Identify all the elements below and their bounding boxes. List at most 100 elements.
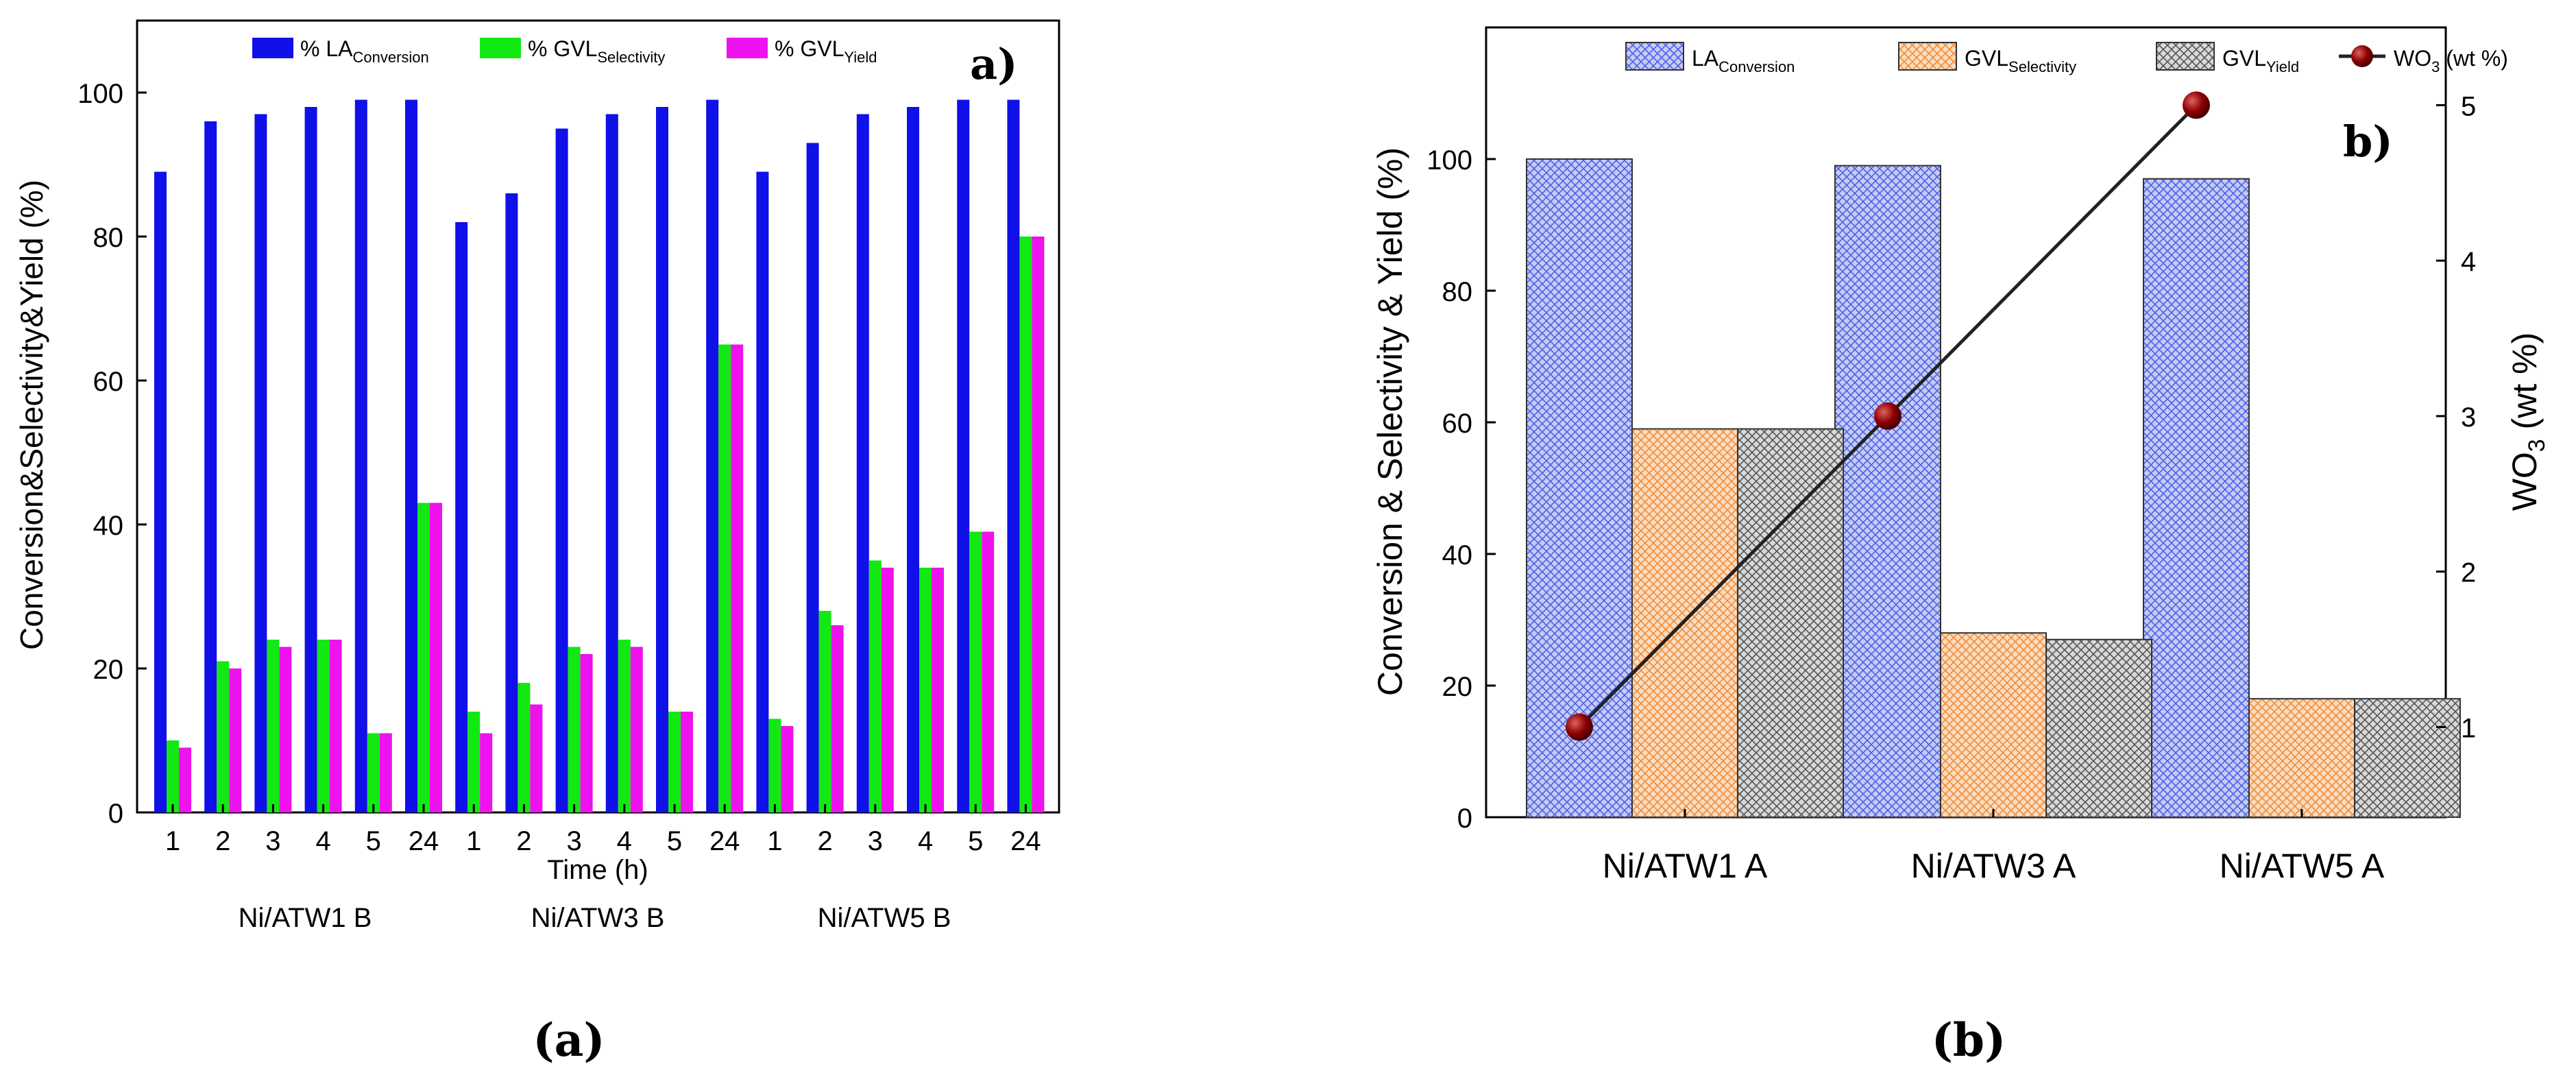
bar-a-gvl-selectivity-1 [167, 740, 179, 812]
x-tick-label-a-14: 2 [817, 826, 832, 856]
legend-swatch-b-gvl-yield [2156, 42, 2215, 71]
chart-b-y-axis: 0 20 40 60 80 100 [1426, 145, 1496, 834]
chart-a-x-axis-title: Time (h) [547, 855, 648, 885]
bar-a-gvl-yield-9 [580, 654, 593, 812]
bar-a-gvl-yield-16 [932, 568, 944, 812]
x-tick-label-a-15: 3 [868, 826, 883, 856]
chart-b-bars [1526, 158, 2461, 819]
bar-a-la-conversion-11 [656, 107, 668, 812]
bar-a-gvl-selectivity-4 [317, 640, 330, 812]
y2-tick-label-b-5: 5 [2461, 91, 2476, 121]
x-tick-label-a-3: 3 [265, 826, 280, 856]
y-tick-label-a-60: 60 [93, 367, 124, 397]
bar-a-la-conversion-5 [354, 99, 367, 812]
bar-a-la-conversion-8 [505, 193, 518, 812]
chart-b-y2-axis: 1 2 3 4 5 [2436, 91, 2476, 743]
group-label-a-1: Ni/ATW1 B [239, 903, 372, 933]
bar-b-gvl-yield-3 [2354, 698, 2461, 819]
chart-a-y-axis: 0 20 40 60 80 100 [77, 79, 147, 829]
chart-b-line [1566, 91, 2210, 741]
x-tick-label-a-18: 24 [1010, 826, 1041, 856]
x-tick-label-a-9: 3 [566, 826, 581, 856]
chart-a-x-axis: 1 2 3 4 5 24 1 2 3 4 5 24 1 2 3 4 5 24 [165, 804, 1041, 856]
chart-a-y-axis-title: Conversion&Selectivity&Yield (%) [14, 180, 49, 650]
chart-b-y2-axis-title: WO3 (wt %) [2505, 333, 2550, 511]
legend-label-a-gvl-yield: % GVLYield [775, 36, 877, 66]
bar-a-la-conversion-7 [455, 222, 468, 812]
legend-label-b-wo3: WO3 (wt %) [2394, 46, 2508, 75]
bar-a-gvl-selectivity-9 [568, 647, 581, 812]
bar-a-gvl-selectivity-3 [267, 640, 280, 812]
bar-a-gvl-selectivity-10 [618, 640, 631, 812]
bar-b-la-conversion-2 [1834, 165, 1941, 819]
chart-a-caption: (a) [533, 1013, 605, 1067]
y-tick-label-b-80: 80 [1442, 277, 1473, 307]
chart-b-y-axis-title: Conversion & Selectivity & Yield (%) [1371, 147, 1409, 696]
x-tick-label-a-13: 1 [767, 826, 782, 856]
legend-label-b-la-conversion: LAConversion [1692, 46, 1795, 75]
bar-b-gvl-selectivity-3 [2248, 698, 2355, 819]
y-tick-label-b-0: 0 [1457, 804, 1472, 834]
bar-a-gvl-yield-8 [530, 704, 543, 812]
bar-a-gvl-yield-15 [881, 568, 894, 812]
x-tick-label-a-6: 24 [409, 826, 439, 856]
chart-a-panel-tag: a) [970, 39, 1018, 89]
bar-a-gvl-yield-14 [831, 625, 844, 812]
bar-a-la-conversion-18 [1007, 99, 1020, 812]
x-tick-label-a-10: 4 [617, 826, 632, 856]
bar-a-la-conversion-1 [154, 171, 167, 812]
chart-b-caption: (b) [1932, 1013, 2006, 1067]
y-tick-label-a-0: 0 [108, 799, 123, 829]
bar-a-gvl-yield-17 [982, 531, 995, 812]
x-tick-label-a-8: 2 [516, 826, 531, 856]
chart-a-bars [154, 99, 1045, 812]
x-tick-label-a-16: 4 [918, 826, 933, 856]
y2-tick-label-b-2: 2 [2461, 558, 2476, 588]
bar-a-la-conversion-2 [204, 121, 217, 812]
wo3-point-1 [1566, 713, 1593, 741]
chart-a-group-labels: Ni/ATW1 B Ni/ATW3 B Ni/ATW5 B [239, 903, 951, 933]
bar-a-gvl-selectivity-5 [367, 733, 380, 812]
y2-tick-label-b-1: 1 [2461, 713, 2476, 743]
bar-a-la-conversion-16 [907, 107, 919, 812]
group-label-a-2: Ni/ATW3 B [531, 903, 665, 933]
bar-a-gvl-yield-10 [630, 647, 643, 812]
bar-a-gvl-selectivity-18 [1019, 237, 1032, 812]
group-label-a-3: Ni/ATW5 B [818, 903, 951, 933]
bar-a-gvl-selectivity-16 [919, 568, 932, 812]
bar-a-la-conversion-9 [555, 128, 568, 812]
chart-a-legend: % LAConversion % GVLSelectivity % GVLYield [252, 36, 877, 66]
y-tick-label-b-60: 60 [1442, 409, 1473, 439]
bar-a-la-conversion-17 [957, 99, 970, 812]
bar-b-la-conversion-1 [1526, 158, 1633, 818]
bar-a-la-conversion-6 [405, 99, 417, 812]
bar-a-la-conversion-10 [605, 114, 618, 812]
bar-a-la-conversion-12 [706, 99, 719, 812]
bar-a-la-conversion-15 [856, 114, 869, 812]
bar-a-gvl-selectivity-15 [868, 560, 882, 812]
bar-a-gvl-selectivity-8 [518, 683, 531, 812]
chart-b-x-axis: Ni/ATW1 A Ni/ATW3 A Ni/ATW5 A [1603, 809, 2385, 885]
bar-a-gvl-yield-5 [379, 733, 392, 812]
legend-swatch-a-gvl-yield [727, 38, 768, 58]
bar-a-gvl-selectivity-7 [467, 712, 481, 812]
x-tick-label-b-2: Ni/ATW3 A [1911, 847, 2076, 885]
y2-tick-label-b-3: 3 [2461, 402, 2476, 433]
bar-a-la-conversion-13 [756, 171, 769, 812]
bar-a-gvl-yield-13 [781, 726, 794, 812]
bar-a-gvl-yield-3 [279, 647, 292, 812]
bar-a-gvl-yield-18 [1032, 237, 1045, 812]
bar-b-gvl-yield-2 [2045, 638, 2152, 818]
bar-a-gvl-selectivity-12 [718, 344, 731, 812]
bar-a-la-conversion-14 [806, 143, 819, 812]
bar-a-gvl-selectivity-14 [818, 611, 831, 812]
legend-swatch-b-gvl-selectivity [1898, 42, 1957, 71]
y-tick-label-a-40: 40 [93, 511, 124, 541]
bar-b-gvl-yield-1 [1737, 428, 1844, 818]
chart-b-panel-tag: b) [2343, 117, 2393, 167]
x-tick-label-b-1: Ni/ATW1 A [1603, 847, 1768, 885]
legend-marker-b-wo3 [2351, 45, 2373, 67]
x-tick-label-a-11: 5 [667, 826, 682, 856]
bar-b-la-conversion-3 [2143, 178, 2250, 818]
